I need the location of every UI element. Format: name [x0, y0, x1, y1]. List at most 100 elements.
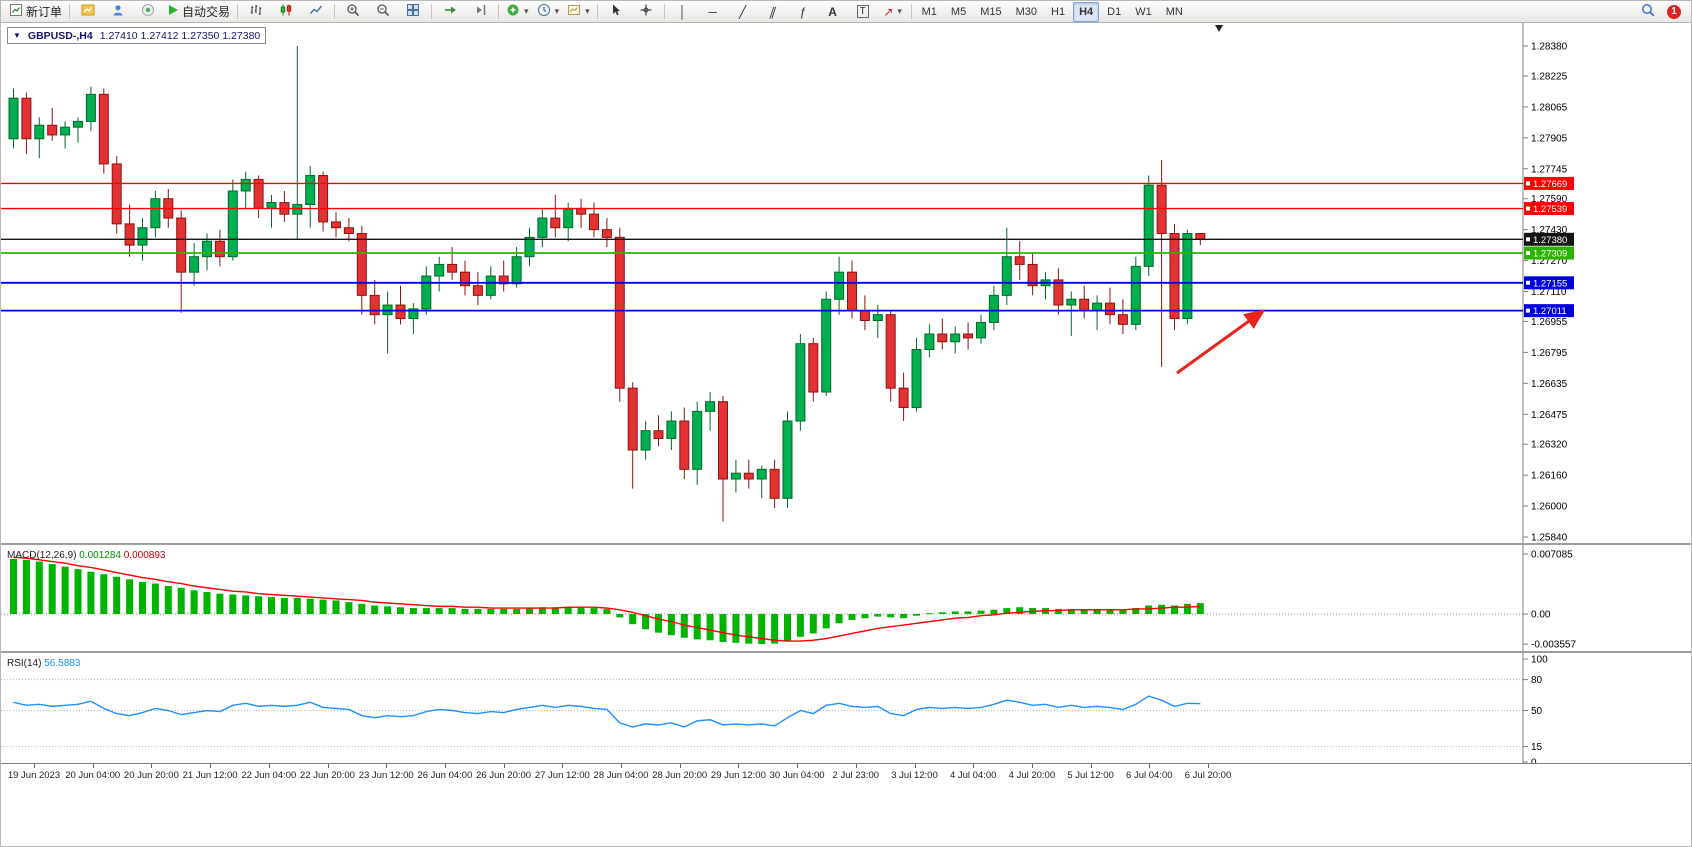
templates-button[interactable]: ▾	[563, 1, 594, 23]
price-axis-label: 1.27270	[1531, 256, 1568, 267]
timeframe-button-m1[interactable]: M1	[921, 5, 937, 18]
crosshair-button[interactable]	[631, 1, 661, 23]
macd-axis-label: 0.007085	[1531, 550, 1573, 561]
time-tick	[562, 764, 564, 768]
fibonacci-icon: ƒ	[799, 4, 806, 19]
time-label: 5 Jul 12:00	[1067, 770, 1114, 781]
trendline-icon: ╱	[739, 4, 747, 19]
text-tool[interactable]: A	[818, 1, 848, 23]
arrows-tool[interactable]: ↗ ▾	[878, 1, 908, 23]
macd-axis[interactable]: 0.007085 0.00 -0.003557	[1523, 550, 1576, 651]
time-label: 20 Jun 04:00	[65, 770, 121, 781]
candlestick-chart-button[interactable]	[271, 1, 301, 23]
price-tag-label: 1.27011	[1533, 306, 1567, 317]
zoom-out-button[interactable]	[368, 1, 398, 23]
zoom-in-button[interactable]	[338, 1, 368, 23]
autotrading-button[interactable]: 自动交易	[163, 1, 234, 23]
candle-body	[924, 333, 935, 350]
candle-body	[111, 163, 122, 225]
panel-splitter[interactable]	[1, 651, 1691, 653]
time-label: 28 Jun 20:00	[652, 770, 708, 781]
candle-body	[421, 275, 432, 310]
text-label-tool[interactable]: T	[848, 1, 878, 23]
profiles-button[interactable]	[103, 1, 133, 23]
timeframe-button-m5[interactable]: M5	[950, 5, 967, 18]
price-tag	[1524, 232, 1574, 246]
search-icon	[1641, 3, 1655, 20]
new-order-button[interactable]: 新订单	[5, 1, 66, 23]
time-tick	[386, 764, 388, 768]
ohlc-values: 1.27410 1.27412 1.27350 1.27380	[99, 29, 261, 42]
new-order-label: 新订单	[26, 5, 63, 19]
candle-body	[202, 240, 212, 258]
auto-scroll-button[interactable]	[435, 1, 465, 23]
chevron-down-icon: ▾	[524, 6, 529, 16]
rsi-panel-canvas[interactable]: 100 80 50 15 0 RSI(14) 56.5883	[1, 653, 1692, 763]
price-axis-label: 1.26160	[1531, 471, 1568, 482]
community-button[interactable]	[133, 1, 163, 23]
time-label: 22 Jun 20:00	[300, 770, 355, 781]
trend-arrow-annotation[interactable]	[1176, 309, 1266, 375]
chart-window[interactable]: 1.28380 1.28225 1.28065 1.27905 1.27745 1.275…	[1, 23, 1692, 786]
rsi-line	[13, 695, 1201, 728]
price-tag-marker	[1526, 206, 1530, 211]
time-label: 23 Jun 12:00	[358, 770, 414, 781]
time-tick	[151, 764, 153, 768]
cursor-button[interactable]	[601, 1, 631, 23]
time-label: 3 Jul 12:00	[891, 770, 938, 781]
zoom-out-icon	[376, 3, 390, 20]
price-tag-label: 1.27539	[1533, 204, 1567, 215]
search-button[interactable]	[1633, 1, 1663, 23]
channel-tool[interactable]: ∥	[758, 1, 788, 23]
price-tag	[1524, 202, 1574, 216]
time-tick	[621, 764, 622, 768]
timeframe-button-m30[interactable]: M30	[1015, 5, 1037, 18]
ohlc-info-box[interactable]: ▼ GBPUSD-,H4 1.27410 1.27412 1.27350 1.2…	[7, 27, 267, 44]
candle-body	[98, 93, 109, 165]
macd-panel-canvas[interactable]: 0.007085 0.00 -0.003557 MACD(12,26,9) 0.001…	[1, 545, 1692, 651]
timeframe-button-h4[interactable]: H4	[1073, 1, 1100, 22]
price-tag-label: 1.27669	[1533, 179, 1567, 190]
time-axis[interactable]: 19 Jun 2023 20 Jun 04:00 20 Jun 20:00 21 Ju…	[1, 763, 1691, 786]
tile-windows-button[interactable]	[398, 1, 428, 23]
price-axis[interactable]: 1.28380 1.28225 1.28065 1.27905 1.27745 1.275…	[1523, 42, 1568, 543]
indicators-button[interactable]: ▾	[502, 1, 533, 23]
time-label: 28 Jun 04:00	[593, 770, 649, 781]
price-tag-label: 1.27155	[1533, 278, 1567, 289]
new-chart-button[interactable]	[73, 1, 103, 23]
candle-body	[369, 294, 380, 316]
vertical-line-tool[interactable]: │	[668, 1, 698, 23]
candle-body	[898, 387, 909, 408]
notification-badge[interactable]: 1	[1667, 4, 1681, 19]
timeframe-button-d1[interactable]: D1	[1107, 5, 1122, 18]
panel-splitter[interactable]	[1, 543, 1691, 545]
price-axis-label: 1.26795	[1531, 348, 1568, 359]
main-chart-canvas[interactable]: 1.28380 1.28225 1.28065 1.27905 1.27745 1.275…	[1, 23, 1692, 543]
time-tick	[855, 764, 857, 768]
autotrading-label: 自动交易	[182, 5, 231, 19]
trendline-tool[interactable]: ╱	[728, 1, 758, 23]
chart-shift-button[interactable]	[465, 1, 495, 23]
line-chart-button[interactable]	[301, 1, 331, 23]
price-axis-label: 1.26320	[1531, 440, 1568, 451]
timeframe-button-m15[interactable]: M15	[980, 5, 1002, 18]
timeframe-button-w1[interactable]: W1	[1135, 5, 1152, 18]
timeframe-button-mn[interactable]: MN	[1165, 5, 1183, 18]
periods-button[interactable]: ▾	[533, 1, 564, 23]
last-bar-marker[interactable]	[1215, 25, 1223, 32]
horizontal-lines[interactable]: 1.27669 1.27539 1.27380 1.27309 1.27155 1.270…	[1, 176, 1574, 318]
bar-chart-button[interactable]	[241, 1, 271, 23]
horizontal-line-tool[interactable]: ─	[698, 1, 728, 23]
time-label: 27 Jun 12:00	[534, 770, 590, 781]
candle-body	[266, 202, 277, 209]
macd-axis-label: 0.00	[1531, 610, 1551, 621]
timeframe-button-h1[interactable]: H1	[1051, 5, 1066, 18]
symbol-dropdown-icon[interactable]: ▼	[13, 31, 21, 40]
candle-body	[782, 420, 793, 499]
candle-body	[730, 472, 741, 480]
candle-body	[769, 468, 780, 499]
fibonacci-tool[interactable]: ƒ	[788, 1, 818, 23]
candle-body	[756, 468, 767, 480]
rsi-axis[interactable]: 100 80 50 15 0	[1523, 655, 1548, 764]
time-tick	[1208, 764, 1209, 768]
